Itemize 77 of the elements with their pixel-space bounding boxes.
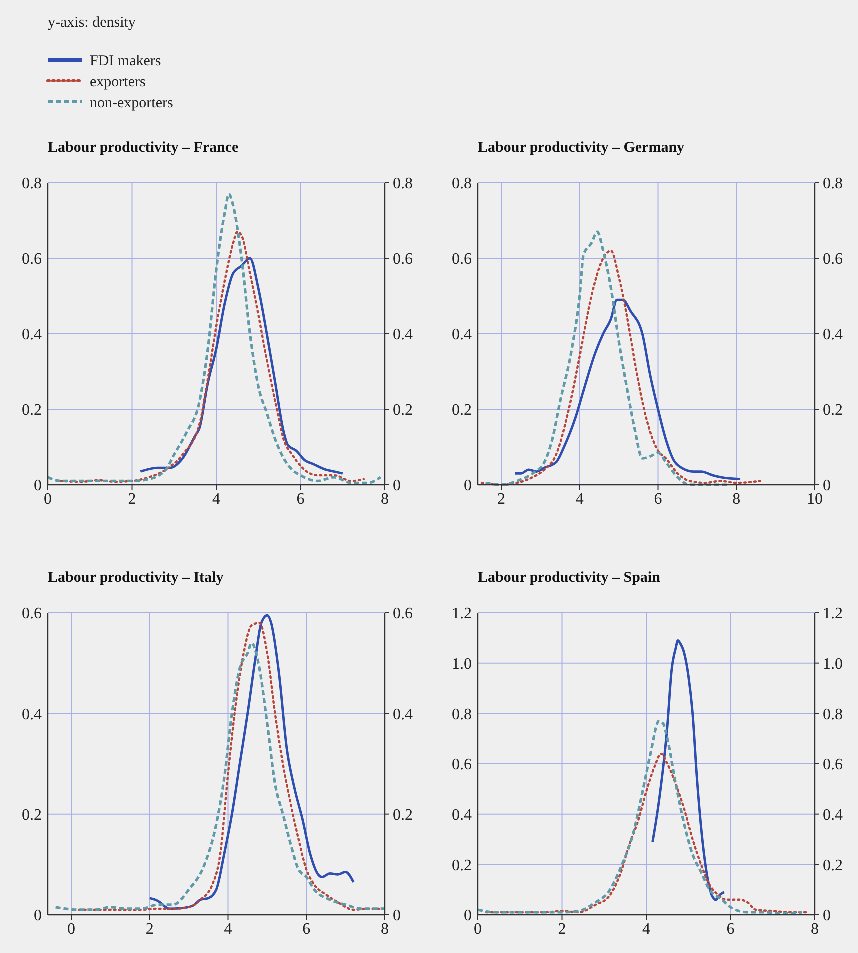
legend-label: FDI makers [90,53,162,70]
x-tick-label: 2 [498,491,506,508]
line-series [46,193,382,484]
y-tick-label: 1.2 [452,606,472,623]
x-tick-label: 4 [576,491,584,508]
x-tick-label: 8 [732,491,741,508]
line-series [514,298,742,481]
chart-title: Labour productivity – France [48,140,240,156]
line-series [476,720,804,916]
x-tick-label: 2 [128,491,136,508]
y-tick-label: 0.6 [22,251,42,268]
y-tick-label: 0.6 [22,606,42,623]
x-tick-label: 8 [381,921,389,938]
line-series [60,230,366,484]
legend-label: non-exporters [90,95,174,112]
y-tick-label: 0 [34,908,42,925]
y2-tick-label: 0.4 [393,706,413,724]
y2-tick-label: 0.8 [823,176,843,193]
x-tick-label: 6 [654,491,662,508]
y2-tick-label: 0 [823,908,831,925]
x-tick-label: 6 [726,921,735,938]
y-tick-label: 0.4 [22,706,42,724]
y-tick-label: 0.4 [22,326,42,344]
y2-tick-label: 0.6 [393,606,413,623]
text: y-axis: density [48,15,136,31]
y2-tick-label: 0.2 [393,402,413,420]
y-tick-label: 0 [464,908,472,925]
x-tick-label: 0 [68,921,76,938]
line-series [480,250,762,486]
y-tick-label: 0 [34,478,42,495]
y-tick-label: 1.0 [452,656,472,673]
y2-tick-label: 0.4 [823,326,843,344]
y2-tick-label: 0.2 [823,857,843,874]
y-tick-label: 0.8 [452,706,472,724]
line-series [139,257,344,475]
y-tick-label: 0.8 [22,176,42,193]
x-tick-label: 4 [642,921,650,938]
chart-title: Labour productivity – Spain [478,570,662,586]
y-tick-label: 0.2 [22,806,42,824]
y2-tick-label: 0 [823,478,831,495]
y-tick-label: 0.6 [452,251,472,268]
chart-title: Labour productivity – Italy [48,570,224,586]
y2-tick-label: 0.4 [393,326,413,344]
x-tick-label: 8 [811,921,819,938]
x-tick-label: 6 [296,491,305,508]
line-series [148,614,355,910]
y-tick-label: 0.6 [452,756,472,774]
y-tick-label: 0.4 [452,806,472,824]
y2-tick-label: 0 [393,478,401,495]
y2-tick-label: 0.6 [393,251,413,268]
line-series [652,639,726,902]
y2-tick-label: 0 [393,908,401,925]
y2-tick-label: 0.8 [823,706,843,724]
y-tick-label: 0.4 [452,326,472,344]
x-tick-label: 10 [807,491,823,508]
line-series [485,752,808,914]
y2-tick-label: 0.2 [393,806,413,824]
y2-tick-label: 0.4 [823,806,843,824]
y-tick-label: 0.2 [452,402,472,420]
y2-tick-label: 0.8 [393,176,413,193]
y-tick-label: 0.8 [452,176,472,193]
x-tick-label: 2 [558,921,566,938]
legend-label: exporters [90,74,146,90]
x-tick-label: 6 [302,921,311,938]
y2-tick-label: 1.2 [823,606,843,623]
y2-tick-label: 0.6 [823,251,843,268]
y2-tick-label: 1.0 [823,656,843,673]
x-tick-label: 4 [224,921,232,938]
y-tick-label: 0.2 [452,857,472,874]
y2-tick-label: 0.2 [823,402,843,420]
y-tick-label: 0 [464,478,472,495]
x-tick-label: 4 [212,491,220,508]
y2-tick-label: 0.6 [823,756,843,774]
x-tick-label: 8 [381,491,389,508]
x-tick-label: 2 [146,921,154,938]
chart-title: Labour productivity – Germany [478,140,686,156]
y-tick-label: 0.2 [22,402,42,420]
